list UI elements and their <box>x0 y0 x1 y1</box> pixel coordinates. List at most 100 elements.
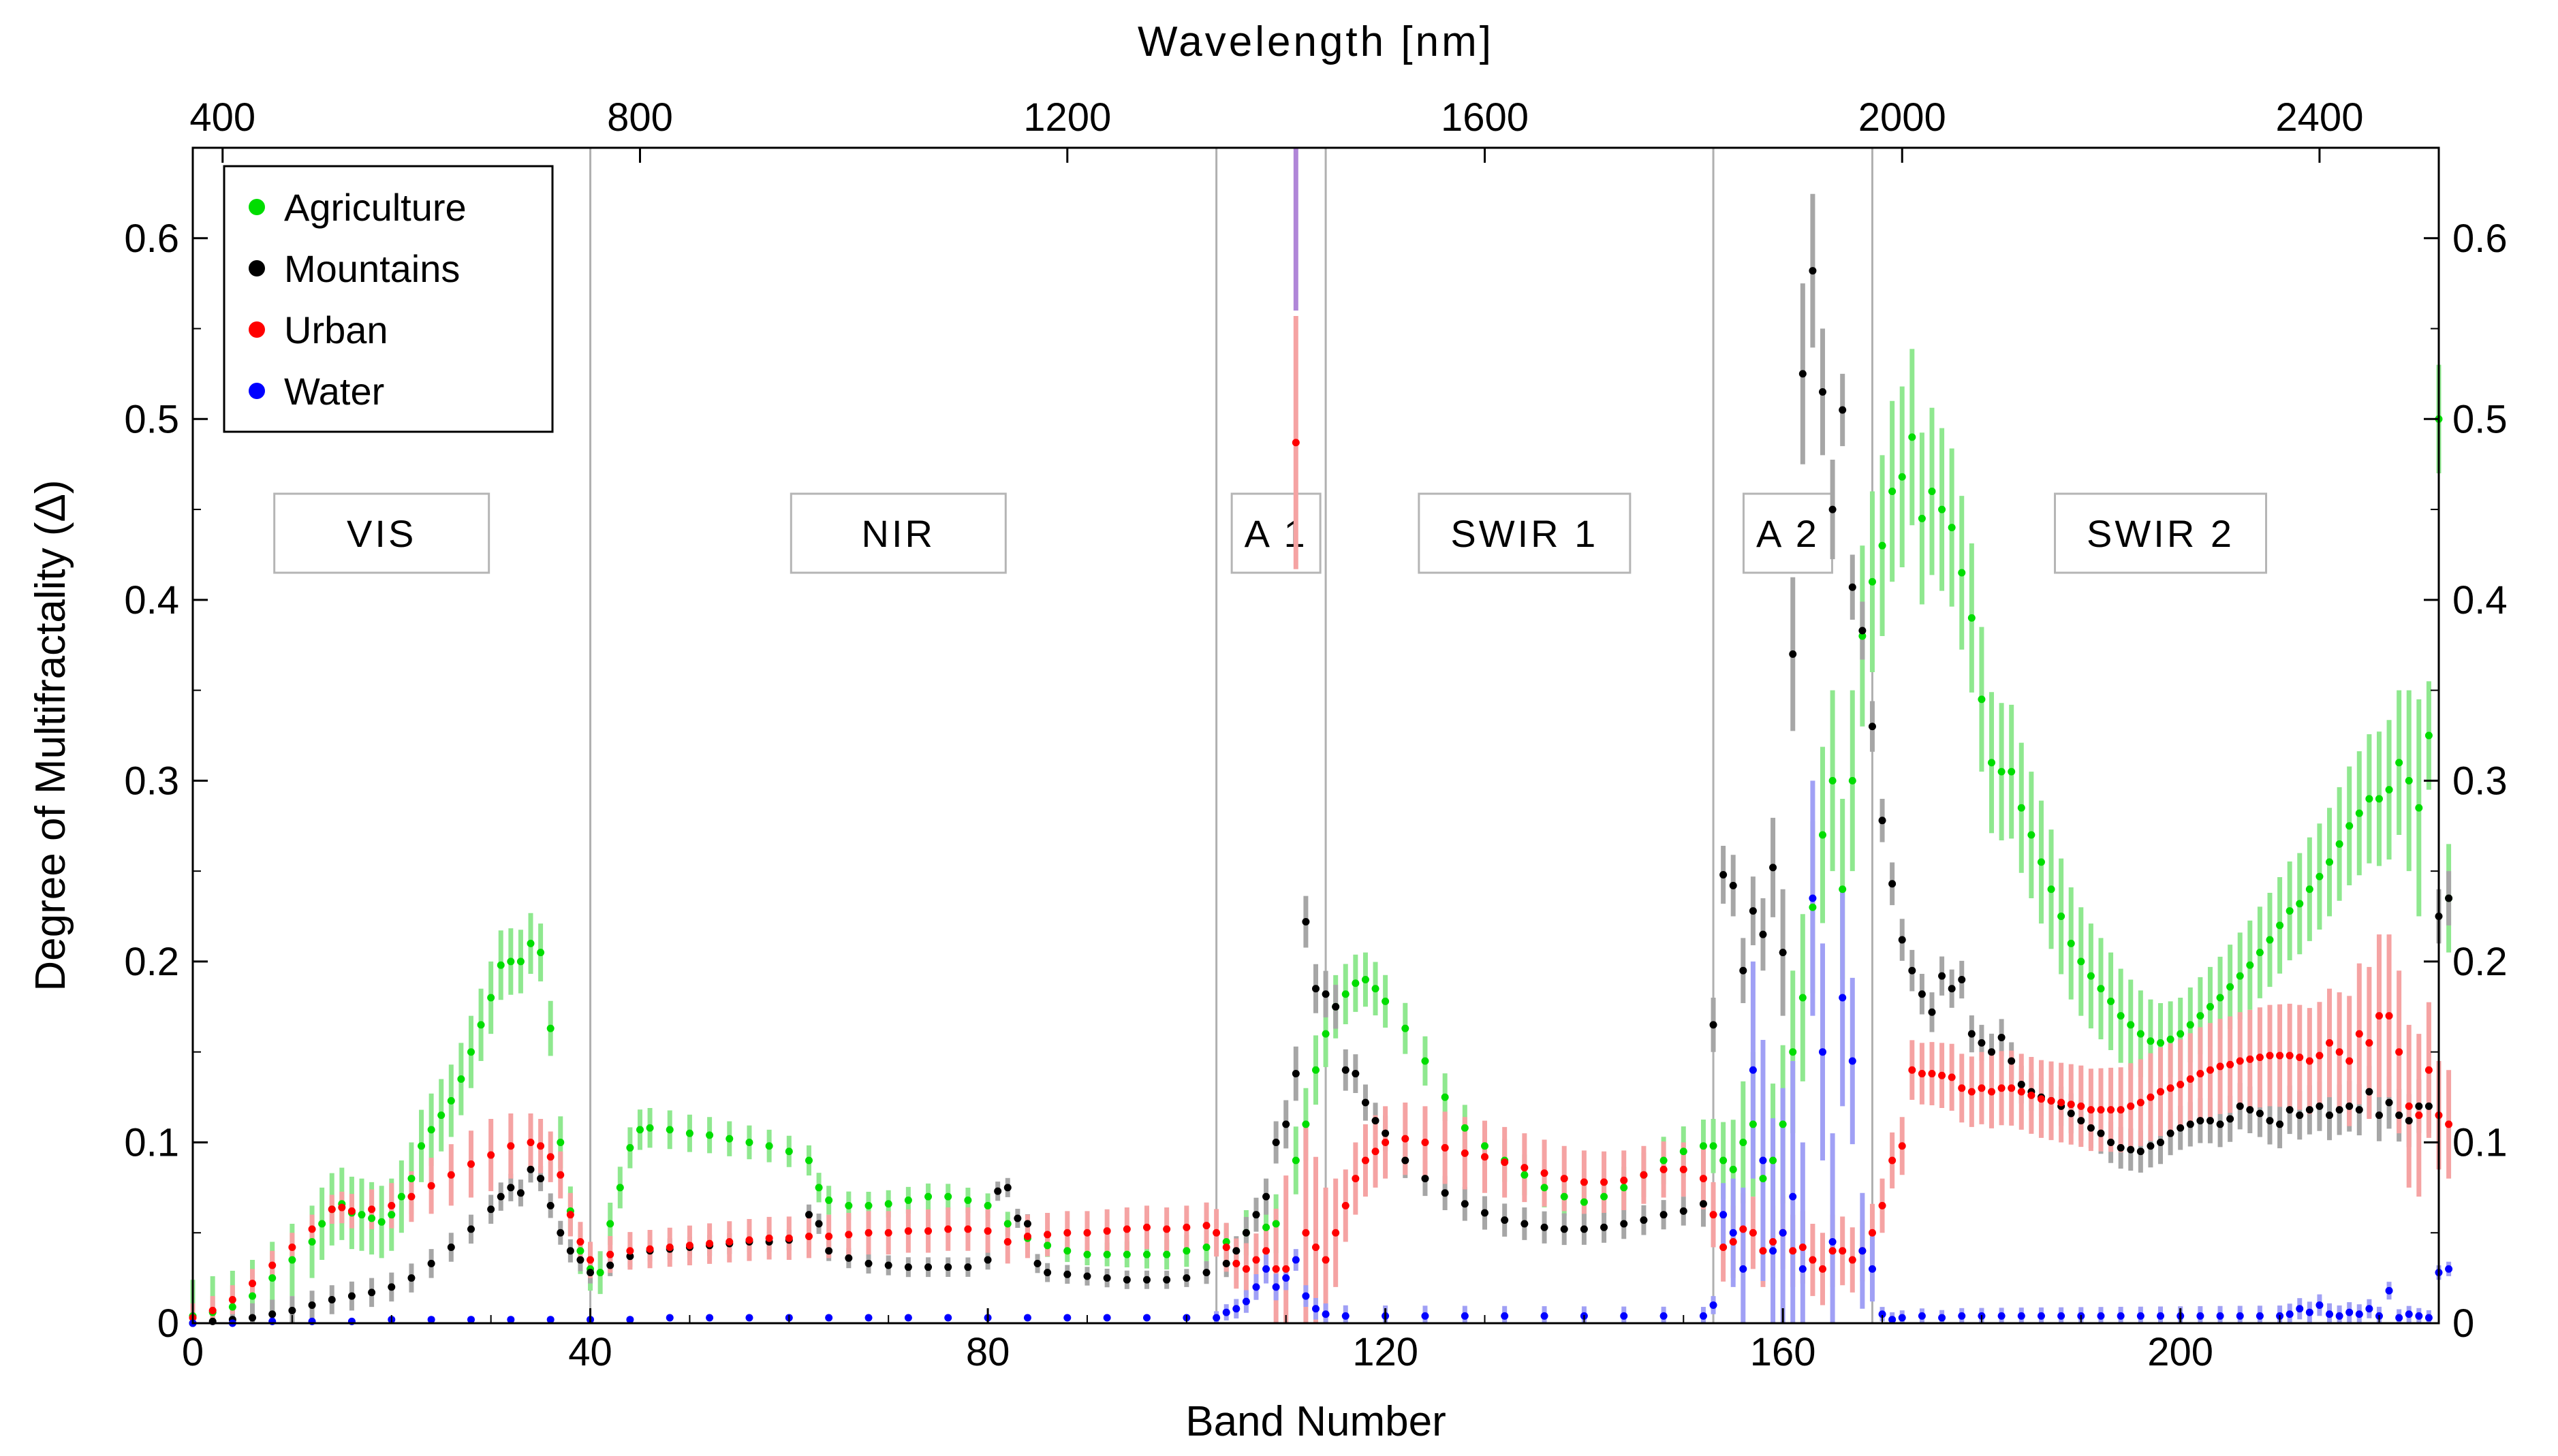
mountains-point <box>1322 990 1330 998</box>
urban-point <box>2355 1030 2363 1038</box>
urban-point <box>1938 1071 1946 1079</box>
water-point <box>1501 1312 1509 1320</box>
agriculture-point <box>1620 1184 1628 1192</box>
legend-marker-water <box>249 383 265 399</box>
mountains-point <box>805 1211 813 1219</box>
water-point <box>1341 1312 1350 1320</box>
band-separators <box>589 148 1873 1323</box>
agriculture-point <box>2087 972 2095 980</box>
mountains-point <box>944 1263 952 1271</box>
agriculture-point <box>2206 1002 2214 1011</box>
agriculture-point <box>2008 767 2016 776</box>
urban-point <box>2226 1060 2234 1069</box>
water-point <box>1620 1312 1628 1320</box>
mountains-point <box>994 1187 1002 1195</box>
agriculture-point <box>1560 1192 1568 1201</box>
urban-point <box>208 1306 217 1314</box>
agriculture-point <box>1003 1220 1012 1228</box>
mountains-point <box>2107 1138 2115 1146</box>
agriculture-point <box>864 1201 873 1209</box>
agriculture-point <box>1888 488 1897 496</box>
agriculture-point <box>2365 795 2373 803</box>
water-point <box>2315 1301 2324 1309</box>
mountains-point <box>2335 1106 2343 1114</box>
top-tick-label: 2000 <box>1858 95 1946 140</box>
urban-point <box>2315 1051 2324 1060</box>
agriculture-point <box>1978 695 1986 703</box>
water-point <box>1839 994 1847 1002</box>
mountains-point <box>1988 1048 1996 1056</box>
agriculture-point <box>1878 541 1886 550</box>
urban-point <box>1023 1233 1031 1241</box>
water-point <box>1798 1265 1807 1273</box>
mountains-point <box>845 1254 853 1262</box>
water-point <box>1272 1283 1280 1291</box>
agriculture-point <box>815 1184 823 1192</box>
water-point <box>1709 1301 1717 1309</box>
mountains-point <box>447 1243 455 1251</box>
agriculture-point <box>2047 885 2055 893</box>
mountains-point <box>1798 370 1807 378</box>
mountains-point <box>1699 1200 1707 1208</box>
mountains-point <box>2305 1106 2313 1114</box>
urban-point <box>249 1280 257 1288</box>
mountains-point <box>2276 1120 2284 1128</box>
mountains-point <box>606 1261 614 1269</box>
mountains-point <box>1401 1156 1409 1165</box>
mountains-point <box>1600 1223 1608 1231</box>
agriculture-point <box>477 1021 485 1029</box>
urban-point <box>1341 1201 1350 1209</box>
agriculture-point <box>666 1126 674 1134</box>
agriculture-point <box>2335 840 2343 848</box>
water-point <box>1997 1312 2006 1320</box>
mountains-point <box>1341 1066 1350 1074</box>
urban-point <box>2097 1106 2105 1114</box>
legend-marker-urban <box>249 321 265 338</box>
agriculture-point <box>1789 1048 1797 1056</box>
mountains-point <box>1918 990 1926 998</box>
urban-point <box>1282 1265 1290 1273</box>
agriculture-point <box>2256 949 2264 957</box>
urban-point <box>1620 1176 1628 1184</box>
urban-point <box>825 1233 833 1241</box>
urban-point <box>1163 1225 1171 1233</box>
mountains-point <box>2326 1111 2334 1120</box>
urban-point <box>1739 1225 1747 1233</box>
mountains-point <box>1044 1269 1052 1277</box>
urban-point <box>1848 1256 1856 1264</box>
agriculture-point <box>2107 997 2115 1005</box>
agriculture-point <box>1779 1120 1787 1128</box>
urban-point <box>706 1239 714 1248</box>
mountains-point <box>2355 1106 2363 1114</box>
agriculture-point <box>576 1247 584 1255</box>
agriculture-point <box>1809 903 1817 911</box>
urban-point <box>884 1229 892 1237</box>
urban-point <box>1839 1247 1847 1255</box>
mountains-point <box>1003 1184 1012 1192</box>
urban-point <box>1183 1223 1191 1231</box>
water-point <box>427 1316 435 1324</box>
urban-point <box>507 1142 515 1150</box>
urban-point <box>2375 1012 2383 1020</box>
agriculture-point <box>447 1096 455 1105</box>
agriculture-point <box>418 1142 426 1150</box>
urban-point <box>2057 1098 2065 1107</box>
agriculture-point <box>1361 975 1369 983</box>
agriculture-point <box>984 1201 992 1209</box>
agriculture-point <box>1481 1142 1489 1150</box>
agriculture-point <box>2147 1037 2155 1045</box>
urban-point <box>1242 1265 1250 1273</box>
agriculture-point <box>308 1238 316 1246</box>
mountains-point <box>1898 936 1906 944</box>
urban-point <box>1888 1156 1897 1165</box>
mountains-point <box>2365 1088 2373 1096</box>
mountains-point <box>1739 966 1747 975</box>
mountains-point <box>1967 1030 1976 1038</box>
water-point <box>1103 1314 1111 1322</box>
mountains-point <box>427 1259 435 1267</box>
urban-point <box>1213 1229 1221 1237</box>
plot-frame <box>191 146 2440 1325</box>
mountains-point <box>2127 1145 2135 1154</box>
agriculture-point <box>2355 809 2363 817</box>
agriculture-point <box>507 958 515 966</box>
